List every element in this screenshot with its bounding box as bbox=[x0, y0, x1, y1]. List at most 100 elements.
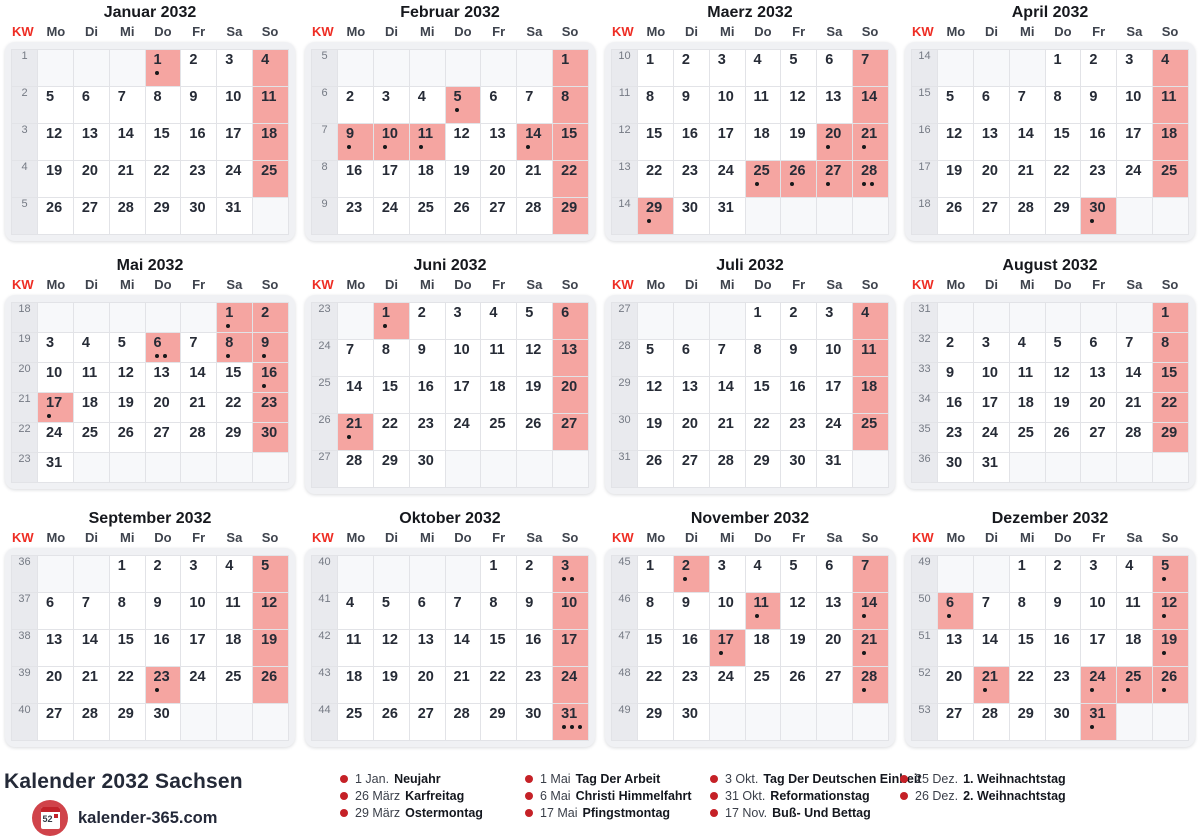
day-cell[interactable]: 27 bbox=[37, 703, 74, 741]
day-cell[interactable]: 31 bbox=[708, 197, 746, 235]
day-cell[interactable]: 13 bbox=[144, 362, 182, 393]
day-cell[interactable]: 12 bbox=[780, 86, 818, 124]
day-cell[interactable]: 29 bbox=[216, 422, 254, 453]
day-cell[interactable]: 27 bbox=[480, 197, 518, 235]
day-cell[interactable]: 21 bbox=[708, 413, 746, 451]
day-cell[interactable]: 19 bbox=[1152, 629, 1189, 667]
day-cell[interactable]: 9 bbox=[180, 86, 218, 124]
day-cell[interactable]: 14 bbox=[444, 629, 482, 667]
day-cell[interactable]: 3 bbox=[180, 555, 218, 593]
day-cell[interactable]: 20 bbox=[1080, 392, 1118, 423]
day-cell[interactable]: 25 bbox=[1008, 422, 1046, 453]
day-cell[interactable]: 2 bbox=[937, 332, 974, 363]
day-cell[interactable]: 27 bbox=[1080, 422, 1118, 453]
day-cell[interactable]: 30 bbox=[144, 703, 182, 741]
day-cell[interactable]: 5 bbox=[780, 49, 818, 87]
day-cell[interactable]: 16 bbox=[672, 123, 710, 161]
day-cell[interactable]: 1 bbox=[372, 302, 410, 340]
day-cell[interactable]: 10 bbox=[708, 592, 746, 630]
day-cell[interactable]: 23 bbox=[672, 666, 710, 704]
day-cell[interactable]: 16 bbox=[516, 629, 554, 667]
day-cell[interactable]: 18 bbox=[1008, 392, 1046, 423]
day-cell[interactable]: 2 bbox=[180, 49, 218, 87]
day-cell[interactable]: 24 bbox=[37, 422, 74, 453]
day-cell[interactable]: 27 bbox=[816, 666, 854, 704]
day-cell[interactable]: 19 bbox=[637, 413, 674, 451]
day-cell[interactable]: 13 bbox=[480, 123, 518, 161]
day-cell[interactable]: 2 bbox=[780, 302, 818, 340]
day-cell[interactable]: 14 bbox=[1008, 123, 1046, 161]
day-cell[interactable]: 19 bbox=[780, 123, 818, 161]
day-cell[interactable]: 20 bbox=[552, 376, 589, 414]
day-cell[interactable]: 5 bbox=[372, 592, 410, 630]
day-cell[interactable]: 20 bbox=[937, 666, 974, 704]
day-cell[interactable]: 18 bbox=[252, 123, 289, 161]
day-cell[interactable]: 28 bbox=[337, 450, 374, 488]
day-cell[interactable]: 31 bbox=[816, 450, 854, 488]
day-cell[interactable]: 29 bbox=[1008, 703, 1046, 741]
day-cell[interactable]: 8 bbox=[108, 592, 146, 630]
day-cell[interactable]: 27 bbox=[937, 703, 974, 741]
day-cell[interactable]: 27 bbox=[408, 703, 446, 741]
day-cell[interactable]: 7 bbox=[1116, 332, 1154, 363]
day-cell[interactable]: 19 bbox=[780, 629, 818, 667]
day-cell[interactable]: 20 bbox=[480, 160, 518, 198]
day-cell[interactable]: 29 bbox=[637, 703, 674, 741]
day-cell[interactable]: 12 bbox=[780, 592, 818, 630]
day-cell[interactable]: 26 bbox=[937, 197, 974, 235]
day-cell[interactable]: 11 bbox=[1152, 86, 1189, 124]
day-cell[interactable]: 25 bbox=[744, 160, 782, 198]
day-cell[interactable]: 30 bbox=[516, 703, 554, 741]
day-cell[interactable]: 25 bbox=[252, 160, 289, 198]
day-cell[interactable]: 10 bbox=[180, 592, 218, 630]
day-cell[interactable]: 2 bbox=[1080, 49, 1118, 87]
day-cell[interactable]: 5 bbox=[444, 86, 482, 124]
day-cell[interactable]: 9 bbox=[144, 592, 182, 630]
day-cell[interactable]: 3 bbox=[708, 49, 746, 87]
day-cell[interactable]: 7 bbox=[337, 339, 374, 377]
day-cell[interactable]: 30 bbox=[1080, 197, 1118, 235]
day-cell[interactable]: 19 bbox=[252, 629, 289, 667]
day-cell[interactable]: 25 bbox=[1116, 666, 1154, 704]
day-cell[interactable]: 2 bbox=[1044, 555, 1082, 593]
day-cell[interactable]: 10 bbox=[372, 123, 410, 161]
day-cell[interactable]: 14 bbox=[516, 123, 554, 161]
day-cell[interactable]: 3 bbox=[708, 555, 746, 593]
day-cell[interactable]: 17 bbox=[972, 392, 1010, 423]
day-cell[interactable]: 14 bbox=[337, 376, 374, 414]
day-cell[interactable]: 21 bbox=[1116, 392, 1154, 423]
day-cell[interactable]: 22 bbox=[637, 160, 674, 198]
day-cell[interactable]: 8 bbox=[480, 592, 518, 630]
day-cell[interactable]: 9 bbox=[252, 332, 289, 363]
day-cell[interactable]: 1 bbox=[216, 302, 254, 333]
day-cell[interactable]: 6 bbox=[552, 302, 589, 340]
day-cell[interactable]: 17 bbox=[444, 376, 482, 414]
day-cell[interactable]: 9 bbox=[672, 592, 710, 630]
day-cell[interactable]: 28 bbox=[108, 197, 146, 235]
day-cell[interactable]: 4 bbox=[252, 49, 289, 87]
day-cell[interactable]: 16 bbox=[337, 160, 374, 198]
day-cell[interactable]: 22 bbox=[372, 413, 410, 451]
day-cell[interactable]: 30 bbox=[672, 703, 710, 741]
day-cell[interactable]: 24 bbox=[708, 666, 746, 704]
day-cell[interactable]: 14 bbox=[852, 592, 889, 630]
day-cell[interactable]: 28 bbox=[516, 197, 554, 235]
day-cell[interactable]: 2 bbox=[144, 555, 182, 593]
day-cell[interactable]: 24 bbox=[972, 422, 1010, 453]
day-cell[interactable]: 5 bbox=[108, 332, 146, 363]
day-cell[interactable]: 20 bbox=[144, 392, 182, 423]
day-cell[interactable]: 14 bbox=[852, 86, 889, 124]
day-cell[interactable]: 26 bbox=[1152, 666, 1189, 704]
day-cell[interactable]: 21 bbox=[852, 629, 889, 667]
day-cell[interactable]: 8 bbox=[637, 592, 674, 630]
day-cell[interactable]: 4 bbox=[744, 555, 782, 593]
day-cell[interactable]: 22 bbox=[1044, 160, 1082, 198]
day-cell[interactable]: 28 bbox=[444, 703, 482, 741]
day-cell[interactable]: 20 bbox=[72, 160, 110, 198]
day-cell[interactable]: 9 bbox=[1080, 86, 1118, 124]
day-cell[interactable]: 17 bbox=[216, 123, 254, 161]
day-cell[interactable]: 16 bbox=[408, 376, 446, 414]
day-cell[interactable]: 23 bbox=[780, 413, 818, 451]
day-cell[interactable]: 1 bbox=[480, 555, 518, 593]
day-cell[interactable]: 17 bbox=[708, 123, 746, 161]
